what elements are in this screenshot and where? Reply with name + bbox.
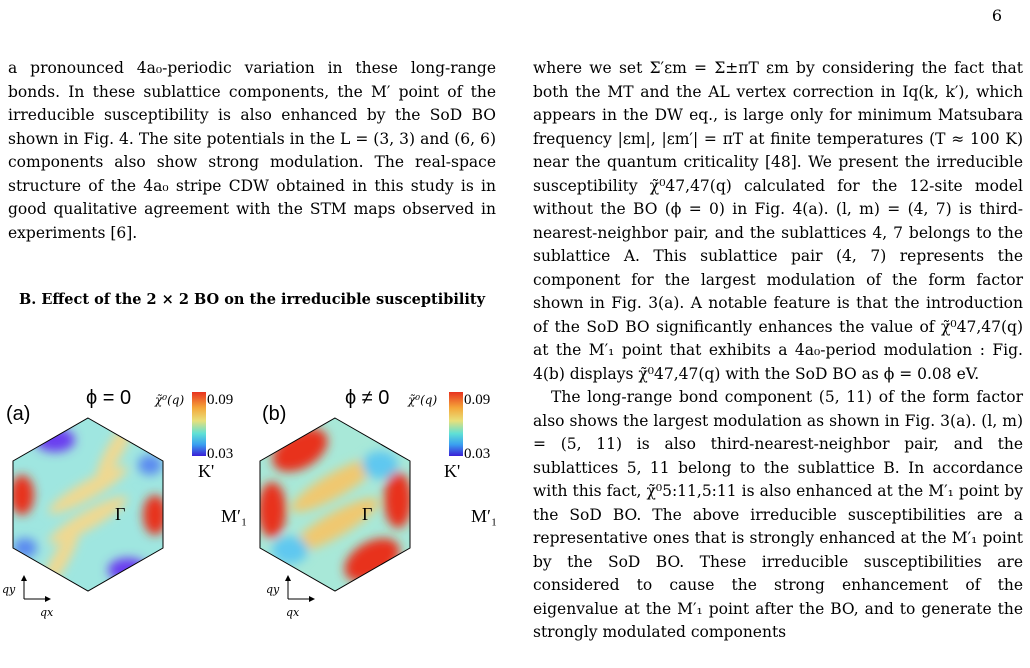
panel-b-k-point: K' [444, 461, 460, 481]
section-title: B. Effect of the 2 × 2 BO on the irreduc… [18, 291, 486, 308]
right-paragraph-2: The long-range bond component (5, 11) of… [533, 388, 1023, 641]
panel-a-colorbar-max: 0.09 [207, 392, 233, 408]
panel-b-colorbar [449, 392, 463, 456]
panel-b-gamma: Γ [362, 504, 372, 524]
panel-b-colorbar-max: 0.09 [464, 392, 490, 408]
panel-a-gamma: Γ [115, 504, 125, 524]
panel-a-k-point: K' [198, 461, 214, 481]
panel-a: (a) ϕ = 0 χ̃⁰(q) 0.09 0.03 K' M′₁ Γ qy q… [2, 387, 247, 619]
panel-a-axes-icon [21, 575, 51, 602]
panel-b-qx: qx [286, 606, 300, 619]
left-column: a pronounced 4a₀-periodic variation in t… [8, 57, 496, 245]
panel-a-label: (a) [6, 403, 30, 425]
heatmap-a [13, 418, 163, 591]
heatmap-b [260, 418, 410, 591]
panel-b-m-point: M′₁ [471, 506, 497, 526]
panel-a-colorbar-label: χ̃⁰(q) [154, 393, 184, 407]
panel-b-qy: qy [266, 583, 280, 596]
figure-4: (a) ϕ = 0 χ̃⁰(q) 0.09 0.03 K' M′₁ Γ qy q… [2, 387, 497, 619]
left-paragraph: a pronounced 4a₀-periodic variation in t… [8, 59, 496, 242]
panel-a-qy: qy [2, 583, 16, 596]
panel-a-m-point: M′₁ [221, 506, 247, 526]
panel-a-colorbar [192, 392, 206, 456]
panel-a-qx: qx [40, 606, 54, 619]
panel-b-phi: ϕ ≠ 0 [345, 387, 389, 409]
panel-b-colorbar-min: 0.03 [464, 446, 490, 462]
page-number: 6 [991, 6, 1002, 25]
panel-b-colorbar-label: χ̃⁰(q) [407, 393, 437, 407]
panel-b-label: (b) [262, 403, 286, 425]
right-paragraph-1: where we set Σ′εm = Σ±πT εm by consideri… [533, 59, 1023, 383]
panel-b: (b) ϕ ≠ 0 χ̃⁰(q) 0.09 0.03 K' M′₁ Γ qy q… [259, 387, 497, 619]
panel-a-phi: ϕ = 0 [86, 387, 131, 409]
panel-b-axes-icon [285, 575, 315, 602]
panel-a-colorbar-min: 0.03 [207, 446, 233, 462]
right-column: where we set Σ′εm = Σ±πT εm by consideri… [533, 57, 1023, 645]
